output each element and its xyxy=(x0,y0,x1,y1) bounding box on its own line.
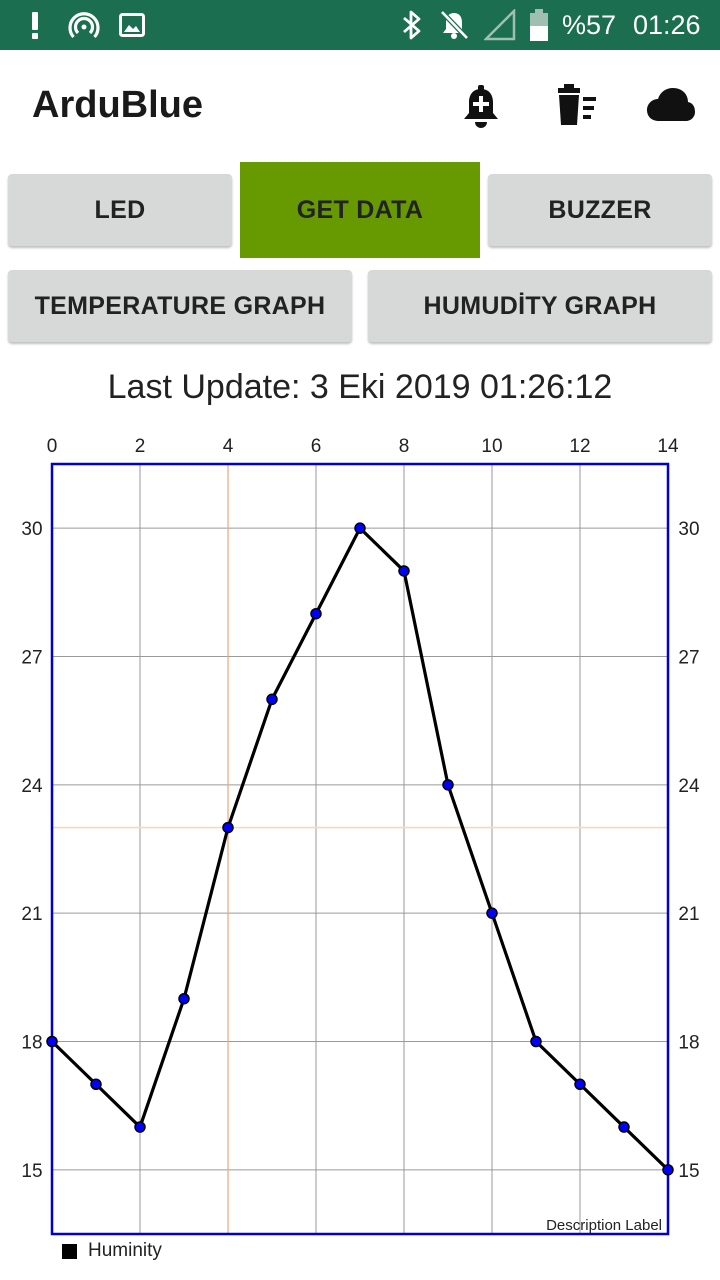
cloud-icon[interactable] xyxy=(646,83,696,129)
add-alert-icon[interactable] xyxy=(458,83,504,129)
data-point xyxy=(486,907,498,919)
alert-icon xyxy=(28,0,42,50)
data-point xyxy=(618,1121,630,1133)
app-bar: ArduBlue xyxy=(0,50,720,162)
temperature-graph-button[interactable]: TEMPERATURE GRAPH xyxy=(8,270,352,342)
x-tick-label: 6 xyxy=(311,436,322,457)
y-tick-label-left: 18 xyxy=(21,1033,42,1054)
bluetooth-icon xyxy=(400,0,424,50)
data-point xyxy=(398,565,410,577)
y-tick-label-right: 18 xyxy=(678,1033,699,1054)
data-point xyxy=(310,607,322,620)
no-signal-icon xyxy=(484,0,516,50)
data-point xyxy=(530,1035,542,1048)
y-tick-label-left: 27 xyxy=(21,648,42,669)
get-data-button[interactable]: GET DATA xyxy=(240,162,480,258)
data-point xyxy=(266,693,278,706)
led-button[interactable]: LED xyxy=(8,174,232,246)
x-tick-label: 2 xyxy=(135,436,146,457)
y-tick-label-right: 15 xyxy=(678,1161,699,1182)
data-point xyxy=(442,779,454,791)
app-title: ArduBlue xyxy=(32,84,203,126)
data-point xyxy=(222,821,234,834)
data-point xyxy=(662,1164,674,1176)
status-bar: %57 01:26 xyxy=(0,0,720,50)
y-tick-label-right: 24 xyxy=(678,776,700,797)
buzzer-button[interactable]: BUZZER xyxy=(488,174,712,246)
y-tick-label-right: 30 xyxy=(678,519,699,540)
y-tick-label-left: 30 xyxy=(21,519,42,540)
chart-border xyxy=(50,462,670,1236)
battery-percent: %57 xyxy=(562,9,617,40)
battery-icon xyxy=(528,0,550,50)
legend-swatch xyxy=(62,1243,77,1259)
description-label: Description Label xyxy=(546,1217,662,1234)
last-update-label: Last Update: 3 Eki 2019 01:26:12 xyxy=(107,368,613,406)
x-tick-label: 0 xyxy=(47,436,58,457)
x-tick-label: 10 xyxy=(481,436,502,457)
data-point xyxy=(46,1035,58,1048)
x-tick-label: 14 xyxy=(657,436,679,457)
data-point xyxy=(178,992,190,1005)
clear-list-icon[interactable] xyxy=(553,83,599,129)
y-tick-label-left: 24 xyxy=(21,776,43,797)
x-tick-label: 4 xyxy=(223,436,234,457)
hotspot-icon xyxy=(68,0,100,50)
y-tick-label-right: 27 xyxy=(678,648,699,669)
x-tick-label: 8 xyxy=(399,436,410,457)
y-tick-label-right: 21 xyxy=(678,904,699,925)
x-tick-label: 12 xyxy=(569,436,590,457)
y-tick-label-left: 15 xyxy=(21,1161,42,1182)
chart-legend: Huminity xyxy=(62,1240,162,1262)
clock: 01:26 xyxy=(633,9,701,40)
legend-label: Huminity xyxy=(88,1240,162,1261)
data-point xyxy=(354,522,366,534)
humidity-graph-button[interactable]: HUMUDİTY GRAPH xyxy=(368,270,712,342)
series-line xyxy=(50,526,670,1171)
data-point xyxy=(134,1121,146,1133)
notifications-off-icon xyxy=(438,0,470,50)
data-point xyxy=(90,1078,102,1091)
image-icon xyxy=(119,0,145,50)
y-tick-label-left: 21 xyxy=(21,904,42,925)
data-point xyxy=(574,1078,586,1091)
